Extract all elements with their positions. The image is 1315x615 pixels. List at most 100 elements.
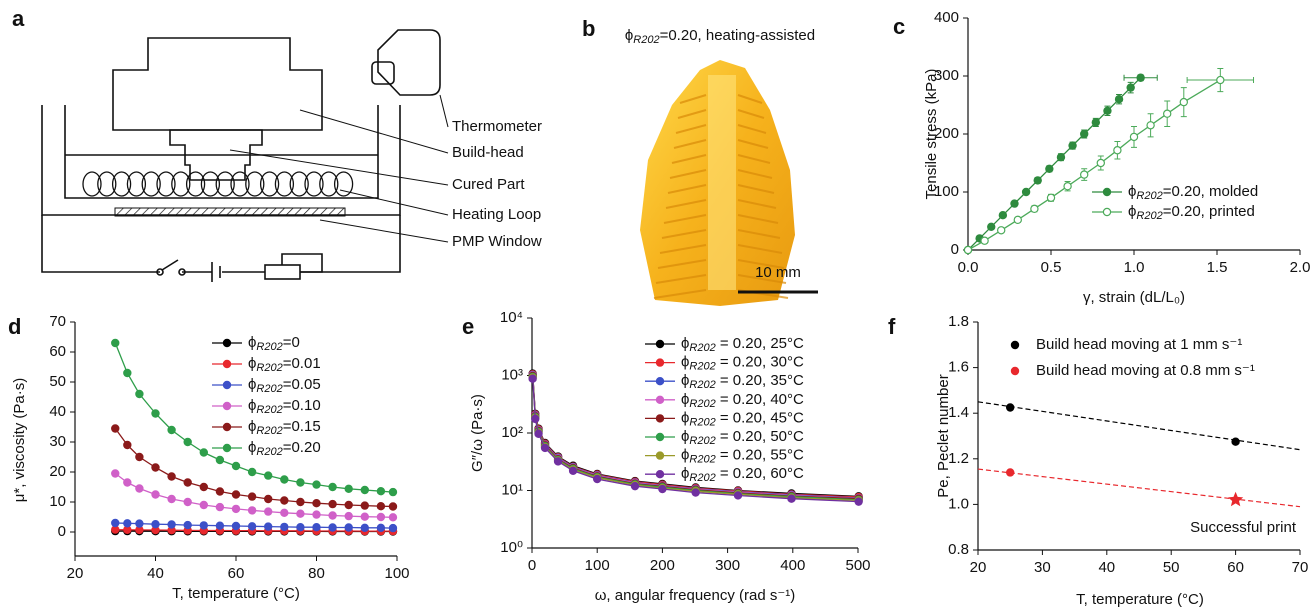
y-axis-label: Tensile stress (kPa) (923, 69, 940, 200)
marker (136, 390, 143, 397)
legend-marker (656, 378, 663, 385)
x-axis-label: T, temperature (°C) (172, 585, 300, 602)
marker (981, 237, 988, 244)
marker (1023, 188, 1030, 195)
marker (1069, 142, 1076, 149)
legend-marker (223, 339, 230, 346)
marker (112, 339, 119, 346)
marker (297, 510, 304, 517)
marker (232, 462, 239, 469)
marker (168, 495, 175, 502)
y-tick-label: 60 (49, 343, 66, 360)
marker (216, 522, 223, 529)
marker (377, 524, 384, 531)
marker (313, 524, 320, 531)
x-tick-label: 200 (650, 557, 675, 574)
x-tick-label: 30 (1034, 559, 1051, 576)
marker (281, 509, 288, 516)
marker (1104, 107, 1111, 114)
marker (855, 498, 862, 505)
x-axis-label: T, temperature (°C) (1076, 591, 1204, 608)
marker (529, 375, 536, 382)
x-axis-label: γ, strain (dL/L₀) (1083, 289, 1185, 306)
legend-label: ϕR202 = 0.20, 45°C (681, 409, 804, 428)
marker (1115, 96, 1122, 103)
marker (345, 513, 352, 520)
legend-label: Build head moving at 1 mm s⁻¹ (1036, 336, 1242, 353)
marker (1007, 469, 1014, 476)
y-tick-label: 1.8 (948, 313, 969, 330)
x-tick-label: 0.5 (1041, 259, 1062, 276)
x-tick-label: 300 (715, 557, 740, 574)
marker (541, 444, 548, 451)
marker (692, 489, 699, 496)
marker (1081, 171, 1088, 178)
x-tick-label: 0.0 (958, 259, 979, 276)
legend-marker (656, 415, 663, 422)
panel-label: d (8, 314, 21, 339)
photo-title: ϕR202=0.20, heating-assisted (625, 27, 815, 46)
y-tick-label: 10⁰ (500, 539, 523, 556)
panel-label: e (462, 314, 474, 339)
y-tick-label: 40 (49, 403, 66, 420)
marker (124, 369, 131, 376)
marker (631, 483, 638, 490)
marker (1064, 183, 1071, 190)
marker (152, 521, 159, 528)
x-tick-label: 70 (1292, 559, 1309, 576)
legend-label: ϕR202=0.20, molded (1128, 183, 1258, 202)
marker (1014, 216, 1021, 223)
marker (281, 497, 288, 504)
marker (200, 449, 207, 456)
marker (124, 479, 131, 486)
legend-label: ϕR202=0.15 (248, 418, 321, 437)
marker (152, 410, 159, 417)
panel-label: f (888, 314, 896, 339)
marker (313, 511, 320, 518)
marker (1127, 84, 1134, 91)
legend-label: ϕR202 = 0.20, 55°C (681, 447, 804, 466)
marker (329, 512, 336, 519)
marker (281, 523, 288, 530)
marker (1147, 122, 1154, 129)
marker (168, 521, 175, 528)
y-tick-label: 20 (49, 463, 66, 480)
legend-marker (656, 340, 663, 347)
legend-marker (223, 360, 230, 367)
legend-label: Build head moving at 0.8 mm s⁻¹ (1036, 362, 1255, 379)
marker (554, 458, 561, 465)
x-tick-label: 60 (1227, 559, 1244, 576)
marker (659, 485, 666, 492)
marker (313, 500, 320, 507)
y-tick-label: 1.6 (948, 359, 969, 376)
marker (377, 513, 384, 520)
marker (389, 525, 396, 532)
legend-label: ϕR202=0.05 (248, 376, 321, 395)
legend-label: ϕR202 = 0.20, 30°C (681, 354, 804, 373)
marker (124, 520, 131, 527)
y-tick-label: 0 (58, 523, 66, 540)
marker (184, 479, 191, 486)
diagram-label: Heating Loop (452, 206, 541, 223)
marker (1046, 165, 1053, 172)
marker (216, 456, 223, 463)
x-tick-label: 1.5 (1207, 259, 1228, 276)
marker (329, 501, 336, 508)
y-tick-label: 10³ (501, 366, 523, 383)
marker (184, 522, 191, 529)
legend-label: ϕR202 = 0.20, 25°C (681, 335, 804, 354)
marker (345, 485, 352, 492)
marker (345, 501, 352, 508)
y-tick-label: 10⁴ (500, 309, 523, 326)
fit-line (978, 469, 1300, 507)
x-tick-label: 20 (67, 565, 84, 582)
diagram-label: Cured Part (452, 176, 525, 193)
x-tick-label: 100 (585, 557, 610, 574)
marker (1114, 147, 1121, 154)
marker (168, 426, 175, 433)
marker (361, 513, 368, 520)
marker (1097, 159, 1104, 166)
marker (232, 522, 239, 529)
marker (297, 524, 304, 531)
scale-bar-label: 10 mm (755, 264, 801, 281)
